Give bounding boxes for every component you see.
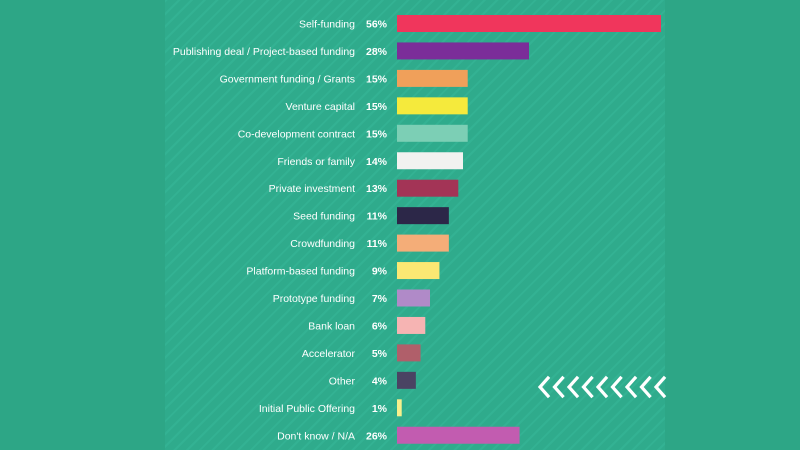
bar: [397, 152, 463, 170]
chevron-icon: [639, 375, 652, 399]
category-label: Platform-based funding: [246, 266, 355, 278]
chevron-icon: [595, 375, 609, 399]
category-label: Government funding / Grants: [220, 73, 355, 85]
bar: [397, 234, 449, 252]
bar: [397, 97, 468, 115]
value-label: 5%: [372, 348, 388, 360]
value-label: 15%: [366, 73, 388, 85]
value-label: 15%: [366, 128, 388, 140]
bar: [397, 289, 430, 307]
value-label: 7%: [372, 293, 388, 305]
category-label: Bank loan: [308, 320, 355, 332]
bar: [397, 15, 661, 32]
chevron-icon: [624, 375, 638, 399]
value-label: 56%: [366, 19, 388, 31]
category-label: Prototype funding: [273, 293, 355, 305]
category-label: Other: [329, 375, 356, 387]
value-label: 13%: [366, 183, 388, 195]
bars-group: Self-funding 56% Publishing deal / Project…: [173, 15, 661, 444]
bar: [397, 207, 449, 225]
chevron-icon: [552, 375, 565, 399]
bar: [397, 426, 520, 444]
chevron-icon: [537, 375, 551, 399]
category-label: Crowdfunding: [290, 238, 355, 250]
category-label: Friends or family: [277, 156, 355, 168]
bar: [397, 316, 426, 334]
bar: [397, 344, 421, 362]
category-label: Private investment: [269, 183, 355, 195]
bar: [397, 399, 402, 417]
value-label: 4%: [372, 375, 388, 387]
chevron-icon: [610, 375, 623, 399]
category-label: Accelerator: [302, 348, 356, 360]
value-label: 26%: [366, 430, 388, 442]
value-label: 11%: [367, 211, 388, 223]
value-label: 14%: [366, 156, 388, 168]
bar: [397, 69, 468, 87]
value-label: 11%: [367, 238, 388, 250]
chevron-icon: [653, 375, 667, 399]
category-label: Initial Public Offering: [259, 403, 355, 415]
category-label: Venture capital: [286, 101, 355, 113]
right-margin: [665, 0, 800, 450]
left-margin: [0, 0, 165, 450]
value-label: 6%: [372, 320, 388, 332]
chevron-icon: [581, 375, 594, 399]
bar: [397, 371, 416, 389]
chevron-left-arrows-icon: [537, 375, 667, 399]
chevron-icon: [566, 375, 580, 399]
value-label: 1%: [372, 403, 388, 415]
category-label: Seed funding: [293, 211, 355, 223]
bar: [397, 42, 529, 60]
category-label: Self-funding: [299, 19, 355, 31]
bar: [397, 124, 468, 142]
value-label: 28%: [366, 46, 388, 58]
bar: [397, 262, 440, 280]
value-label: 15%: [366, 101, 388, 113]
category-label: Don't know / N/A: [277, 430, 355, 442]
category-label: Co-development contract: [238, 128, 355, 140]
category-label: Publishing deal / Project-based funding: [173, 46, 355, 58]
bar: [397, 179, 459, 197]
value-label: 9%: [372, 266, 388, 278]
